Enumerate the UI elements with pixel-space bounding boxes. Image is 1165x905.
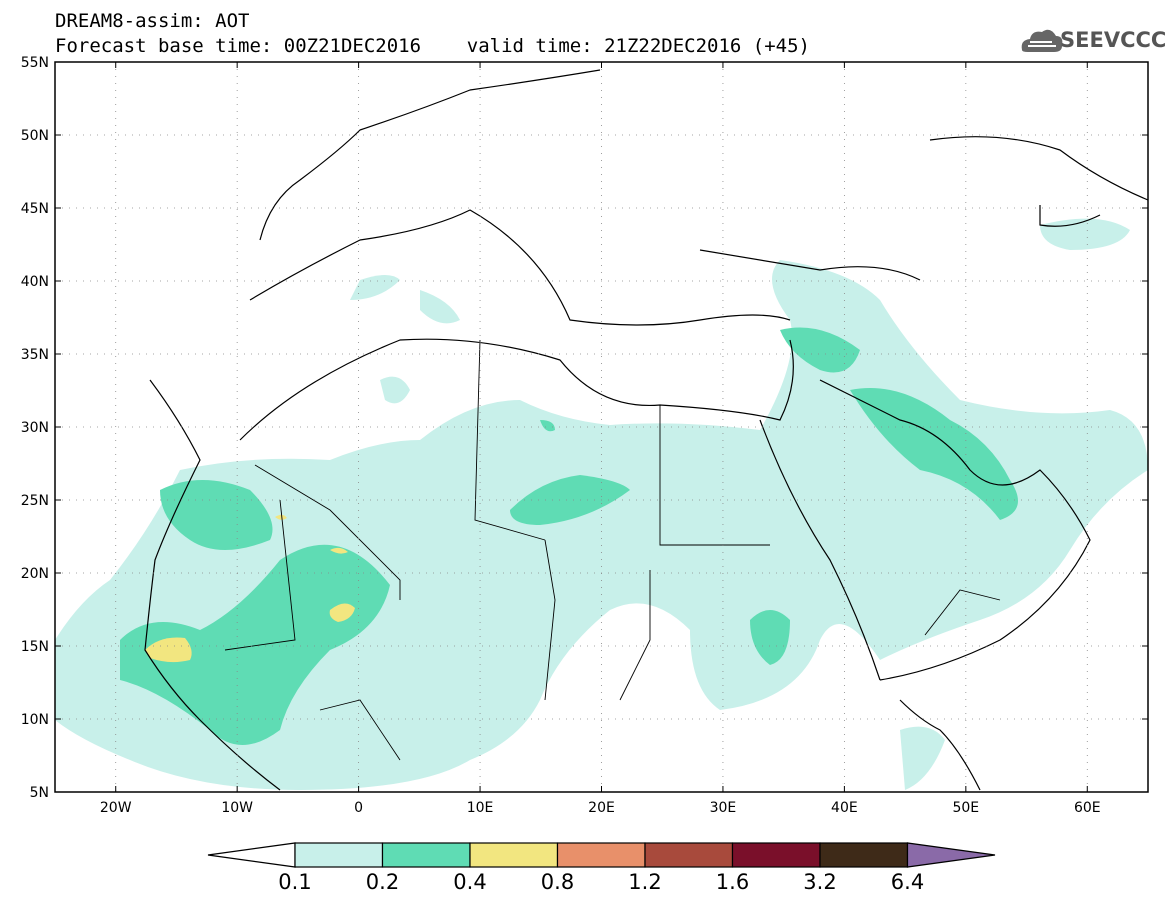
- y-tick-label: 45N: [21, 201, 49, 217]
- colorbar-label: 0.2: [366, 870, 399, 894]
- colorbar-label: 0.1: [278, 870, 311, 894]
- colorbar-left-arrow: [207, 842, 296, 868]
- colorbar-swatch: [381, 842, 471, 868]
- y-tick-label: 25N: [21, 493, 49, 509]
- x-axis-ticks: 20W 10W 0 10E 20E 30E 40E 50E 60E: [100, 62, 1101, 816]
- x-tick-label: 50E: [952, 800, 979, 816]
- x-tick-label: 10E: [467, 800, 494, 816]
- x-tick-label: 20E: [588, 800, 615, 816]
- colorbar-swatch: [731, 842, 821, 868]
- colorbar-swatch: [469, 842, 559, 868]
- y-tick-label: 15N: [21, 639, 49, 655]
- seevccc-logo: SEEVCCC: [1060, 28, 1165, 52]
- cloud-icon: [1021, 29, 1063, 52]
- x-tick-label: 20W: [100, 800, 132, 816]
- aot-band-medium: [120, 327, 1018, 745]
- x-tick-label: 60E: [1074, 800, 1101, 816]
- y-tick-label: 20N: [21, 566, 49, 582]
- y-tick-label: 5N: [30, 785, 49, 801]
- colorbar-label: 1.2: [628, 870, 661, 894]
- x-tick-label: 10W: [221, 800, 253, 816]
- colorbar-label: 3.2: [803, 870, 836, 894]
- forecast-time-line: Forecast base time: 00Z21DEC2016 valid t…: [55, 35, 810, 57]
- x-tick-label: 30E: [710, 800, 737, 816]
- x-tick-label: 0: [354, 800, 363, 816]
- x-tick-label: 40E: [831, 800, 858, 816]
- colorbar-label: 6.4: [891, 870, 924, 894]
- y-tick-label: 10N: [21, 712, 49, 728]
- y-tick-label: 30N: [21, 420, 49, 436]
- y-tick-label: 35N: [21, 347, 49, 363]
- coastlines: [144, 69, 1148, 791]
- aot-band-high: [145, 514, 355, 663]
- colorbar-swatch: [819, 842, 909, 868]
- colorbar-swatch: [644, 842, 734, 868]
- y-tick-label: 40N: [21, 274, 49, 290]
- lat-lon-grid: [55, 62, 1148, 792]
- y-axis-ticks: 5N 10N 15N 20N 25N 30N 35N 40N 45N 50N 55N: [21, 55, 1148, 801]
- colorbar-label: 0.8: [541, 870, 574, 894]
- colorbar-swatch: [556, 842, 646, 868]
- colorbar-swatch: [294, 842, 384, 868]
- map-title: DREAM8-assim: AOT: [55, 10, 250, 32]
- y-tick-label: 55N: [21, 55, 49, 71]
- colorbar-label: 0.4: [453, 870, 486, 894]
- colorbar-right-arrow: [906, 842, 996, 868]
- country-borders: [224, 339, 1001, 761]
- y-tick-label: 50N: [21, 128, 49, 144]
- colorbar-label: 1.6: [716, 870, 749, 894]
